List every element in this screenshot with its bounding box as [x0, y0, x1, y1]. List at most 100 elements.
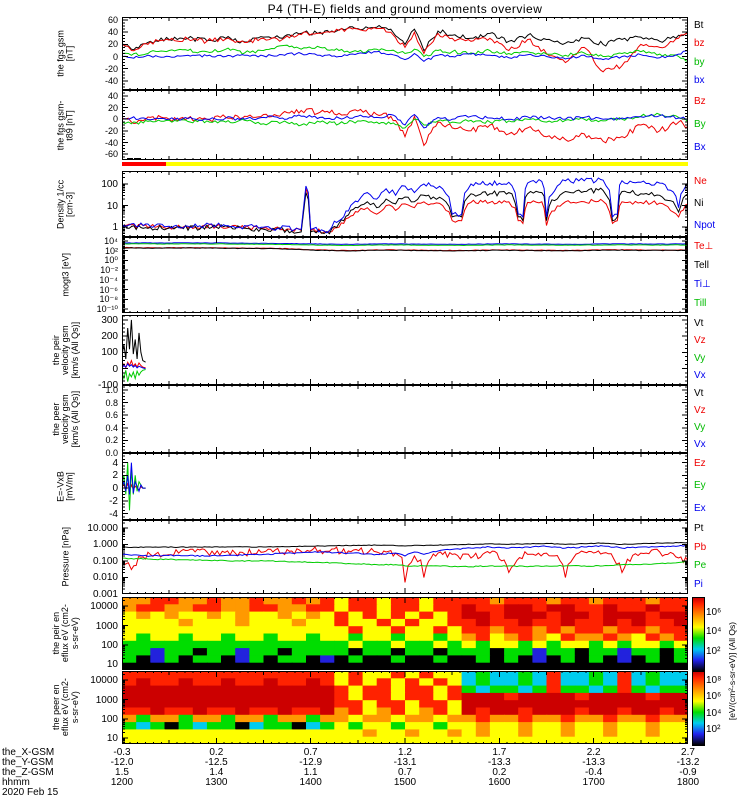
- ylabel-text: the peir en eflux eV (cm2-s-sr-eV): [50, 604, 80, 663]
- footer-value: 1200: [110, 777, 134, 788]
- ytick-label: 0.6: [105, 410, 118, 421]
- ylabel-text: the peer en eflux eV (cm2-s-sr-eV): [50, 678, 80, 737]
- quality-segment: [122, 162, 167, 166]
- legend-item-Vx: Vx: [694, 370, 706, 382]
- colorbar-0: [692, 597, 705, 672]
- density-plot: [122, 171, 688, 237]
- ytick-label: 300: [101, 314, 118, 326]
- fgs-gsm-t89-plot: [122, 90, 688, 160]
- footer-value: 0.2: [209, 747, 224, 758]
- legend-item-Pt: Pt: [694, 523, 704, 535]
- colorbar-tick: 10²: [706, 646, 721, 658]
- series-Vt: [122, 319, 146, 363]
- panel-fgs-gsm-t89: the fgs gsm-t89 [nT] 40 20 0 -20 -40 -60 Bz By Bx: [0, 90, 750, 160]
- quality-dot: [130, 158, 134, 160]
- panel-pressure: Pressure [nPa] 10.000 1.000 0.100 0.010 0.001…: [0, 520, 750, 600]
- series-Pe: [122, 557, 688, 568]
- ytick-label: 20: [107, 102, 118, 113]
- ytick-label: 200: [101, 331, 118, 343]
- panel-mogt3: mogt3 [eV] 10⁴ 10² 10⁰ 10⁻² 10⁻⁴ 10⁻⁶ 10⁻⁸ 10⁻¹⁰…: [0, 235, 750, 314]
- footer-value: -13.3: [582, 757, 606, 768]
- legend-item-Ez: Ez: [694, 458, 706, 470]
- ytick-label: 10.000: [87, 522, 118, 534]
- peer-eflux-spectrogram-plot: [122, 671, 688, 744]
- ytick-label: 0.2: [105, 435, 118, 446]
- colorbar-tick: 10²: [706, 724, 721, 736]
- ytick-label: 10⁻⁴: [99, 274, 118, 285]
- colorbar-tick: 10⁶: [706, 690, 722, 702]
- legend-pressure: Pt Pb Pe Pi: [694, 520, 748, 594]
- legend-item-Vy: Vy: [694, 421, 706, 433]
- legend-item-Ni: Ni: [694, 198, 704, 209]
- legend-item-Till: Till: [694, 297, 707, 309]
- colorbar-tick: 10⁴: [706, 708, 722, 720]
- series-bx: [122, 50, 688, 63]
- ytick-label: 10⁻⁶: [99, 284, 118, 295]
- legend-item-bz: bz: [694, 38, 705, 50]
- series-Npot: [122, 177, 688, 234]
- ytick-label: -60: [104, 149, 118, 160]
- legend-item-Vt: Vt: [694, 387, 704, 399]
- footer-value: 1600: [488, 777, 511, 788]
- panel-peir-velocity: the peir velocity gsm [km/s (All Qs)] 300…: [0, 314, 750, 391]
- ytick-label: 100: [101, 713, 118, 725]
- footer-value: 1.7: [492, 747, 507, 758]
- series-Te-par: [122, 247, 688, 252]
- series-Bx: [122, 113, 688, 129]
- ytick-label: 0.8: [105, 397, 118, 408]
- mogt3-plot: [122, 237, 688, 313]
- ytick-label: 0.100: [92, 555, 118, 567]
- legend-item-Ti⊥: Ti⊥: [694, 278, 711, 290]
- panel-peer-eflux-spectrogram: the peer en eflux eV (cm2-s-sr-eV) 10000 1…: [0, 671, 750, 744]
- footer-row-label: the_X-GSM: [2, 747, 55, 758]
- footer-value: 1.1: [303, 767, 318, 778]
- footer-value: 1800: [676, 777, 700, 788]
- ytick-label: 1000: [95, 694, 118, 706]
- series-Ne: [122, 188, 688, 235]
- footer-value: 1.4: [209, 767, 224, 778]
- ytick-label: 10⁻⁸: [99, 294, 118, 305]
- colorbar-unit-text: [eV/(cm²-s-sr-eV)] (All Qs): [727, 621, 737, 720]
- quality-bar: [122, 158, 688, 166]
- footer-value: 2.7: [681, 747, 695, 758]
- ytick-label: -40: [104, 137, 118, 148]
- quality-segment: [166, 162, 688, 166]
- ytick-label: 20: [107, 39, 118, 50]
- ytick-label: 1.0: [105, 385, 118, 396]
- series-Ti-par: [122, 243, 688, 247]
- ytick-label: -20: [104, 125, 118, 136]
- series-Ex: [122, 462, 146, 495]
- legend-mogt3: Te⊥ Tell Ti⊥ Till: [694, 237, 748, 313]
- legend-item-Vt: Vt: [694, 317, 704, 329]
- legend-item-Bt: Bt: [694, 20, 704, 32]
- footer-value: 0.2: [492, 767, 507, 778]
- ytick-label: 100: [101, 347, 118, 359]
- legend-peir-velocity: Vt Vz Vy Vx: [694, 315, 748, 385]
- series-Pt: [122, 541, 688, 549]
- ytick-label: 100: [101, 639, 118, 651]
- ytick-label: 10⁴: [104, 235, 118, 246]
- legend-item-Bz: Bz: [694, 95, 706, 107]
- footer-value: -0.4: [585, 767, 603, 778]
- panel-fgs-gsm: the fgs gsm [nT] 60 40 20 0 -20 -40 Bt bz by bx: [0, 15, 750, 90]
- legend-item-Vz: Vz: [694, 335, 706, 347]
- legend-item-Te⊥: Te⊥: [694, 240, 714, 252]
- ytick-label: -100: [97, 380, 118, 391]
- quality-dot: [134, 158, 138, 160]
- footer-value: 1700: [582, 777, 605, 788]
- legend-item-Vy: Vy: [694, 352, 706, 364]
- footer-value: 0.7: [398, 767, 412, 778]
- footer-value: -12.5: [204, 757, 228, 768]
- footer-value: 1.5: [115, 767, 129, 778]
- ytick-label: 10⁰: [104, 255, 118, 266]
- ytick-label: 0.010: [92, 572, 118, 584]
- ytick-label: 10: [106, 733, 118, 745]
- ytick-label: 0: [112, 483, 118, 495]
- series-Vy: [122, 369, 146, 382]
- ytick-label: 1: [112, 222, 118, 234]
- footer-value: 1400: [299, 777, 322, 788]
- legend-density: Ne Ni Npot: [694, 171, 748, 237]
- ytick-label: 10000: [90, 675, 118, 687]
- legend-peer-velocity: Vt Vz Vy Vx: [694, 385, 748, 453]
- ytick-label: 10000: [90, 601, 118, 613]
